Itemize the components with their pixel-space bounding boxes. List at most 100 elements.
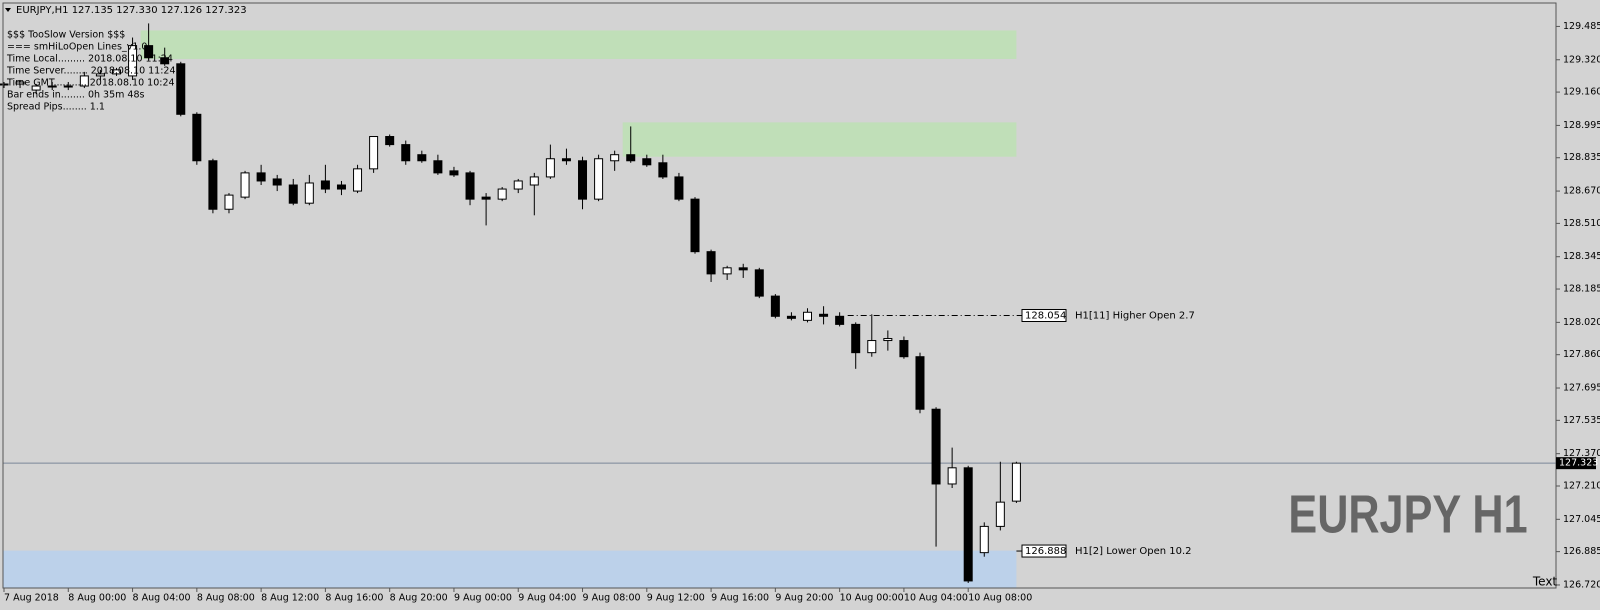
candle-body — [979, 525, 989, 554]
candle-body — [63, 85, 73, 88]
candle-body — [224, 194, 234, 210]
y-tick-label: 127.695 — [1563, 383, 1600, 394]
candle-body — [995, 501, 1005, 527]
candle-body — [963, 467, 973, 582]
candle-body — [642, 158, 652, 166]
x-tick-label: 9 Aug 00:00 — [454, 593, 512, 604]
chart-header: EURJPY,H1 127.135 127.330 127.126 127.32… — [16, 5, 247, 16]
candle-body — [353, 168, 363, 192]
level-tag-box — [1021, 544, 1067, 558]
candle-body — [320, 180, 330, 190]
candle-body — [626, 154, 636, 162]
candle-body — [465, 172, 475, 200]
level-value: 128.054 — [1025, 310, 1066, 321]
candle-body — [240, 172, 250, 198]
candle-body — [738, 267, 748, 271]
candle-body — [208, 160, 218, 210]
info-line: Spread Pips........ 1.1 — [7, 102, 105, 113]
y-tick-label: 127.210 — [1563, 480, 1600, 491]
candle-body — [770, 295, 780, 317]
candle-body — [722, 267, 732, 275]
candle-body — [385, 136, 395, 146]
candle-body — [610, 154, 620, 162]
level-name: H1[11] Higher Open 2.7 — [1075, 310, 1195, 321]
candle-body — [754, 269, 764, 297]
x-tick-label: 10 Aug 00:00 — [840, 593, 904, 604]
y-tick-label: 128.835 — [1563, 152, 1600, 163]
candle-body — [915, 356, 925, 410]
y-tick-label: 127.860 — [1563, 349, 1600, 360]
candle-body — [545, 158, 555, 178]
y-tick-label: 127.535 — [1563, 415, 1600, 426]
candle-body — [481, 196, 491, 200]
info-line: === smHiLoOpen Lines_v1.0 — [7, 42, 147, 53]
candle-body — [690, 198, 700, 253]
candle-body — [160, 57, 170, 65]
candle-body — [819, 313, 829, 317]
zone — [3, 550, 1017, 588]
candle-body — [449, 170, 459, 176]
x-tick-label: 8 Aug 16:00 — [325, 593, 383, 604]
candle-body — [401, 144, 411, 162]
level-tag-box — [1021, 308, 1067, 322]
candle-body — [288, 184, 298, 204]
x-tick-label: 9 Aug 16:00 — [711, 593, 769, 604]
y-tick-label: 127.370 — [1563, 448, 1600, 459]
candle-body — [674, 176, 684, 200]
candle-body — [786, 315, 796, 319]
candle-body — [578, 160, 588, 200]
candle-body — [803, 311, 812, 321]
candle-body — [47, 85, 57, 88]
candle-body — [304, 182, 314, 204]
candle-body — [835, 315, 845, 325]
candle-body — [947, 467, 957, 485]
candle-body — [658, 162, 668, 178]
candle-body — [594, 158, 604, 200]
x-tick-label: 9 Aug 12:00 — [647, 593, 705, 604]
candle-body — [931, 408, 941, 485]
menu-arrow[interactable] — [5, 8, 11, 12]
info-line: $$$ TooSlow Version $$$ — [7, 30, 125, 41]
candle-body — [95, 73, 105, 77]
candle-body — [497, 188, 507, 200]
y-tick-label: 127.045 — [1563, 514, 1600, 525]
candle-body — [883, 338, 893, 342]
y-tick-label: 128.510 — [1563, 218, 1600, 229]
level-name: H1[2] Lower Open 10.2 — [1075, 546, 1192, 557]
zone — [622, 122, 1017, 157]
candle-body — [706, 251, 716, 275]
candle-body — [192, 113, 202, 162]
candle-body — [529, 176, 539, 186]
x-tick-label: 8 Aug 04:00 — [133, 593, 191, 604]
info-line: Time GMT........... 2018.08.10 10:24 — [6, 78, 175, 89]
info-line: Time Server........ 2018.08.10 11:24 — [6, 66, 176, 77]
candle-body — [31, 85, 41, 91]
candle-body — [176, 63, 186, 115]
info-line: Time Local......... 2018.08.10 11:24 — [6, 54, 173, 65]
candle-body — [111, 69, 121, 75]
last-price-label: 127.323 — [1559, 458, 1598, 469]
candle-body — [0, 83, 9, 86]
level-value: 126.888 — [1025, 546, 1066, 557]
candle-body — [128, 45, 138, 77]
candle-body — [851, 323, 861, 354]
candle-body — [256, 172, 266, 182]
y-tick-label: 126.720 — [1563, 579, 1600, 590]
watermark: EURJPY H1 — [1288, 485, 1527, 545]
y-tick-label: 128.345 — [1563, 251, 1600, 262]
x-tick-label: 9 Aug 20:00 — [775, 593, 833, 604]
candle-body — [513, 180, 523, 190]
x-tick-label: 8 Aug 08:00 — [197, 593, 255, 604]
candle-body — [899, 340, 909, 358]
candle-body — [144, 45, 154, 59]
candle-body — [369, 136, 379, 170]
candle-body — [561, 158, 571, 162]
x-tick-label: 7 Aug 2018 — [4, 593, 59, 604]
candle-body — [336, 184, 346, 190]
y-tick-label: 128.020 — [1563, 317, 1600, 328]
candle-body — [272, 178, 282, 186]
candle-body — [79, 75, 89, 87]
candle-body — [1011, 462, 1021, 502]
last-price-tag — [1556, 457, 1596, 470]
